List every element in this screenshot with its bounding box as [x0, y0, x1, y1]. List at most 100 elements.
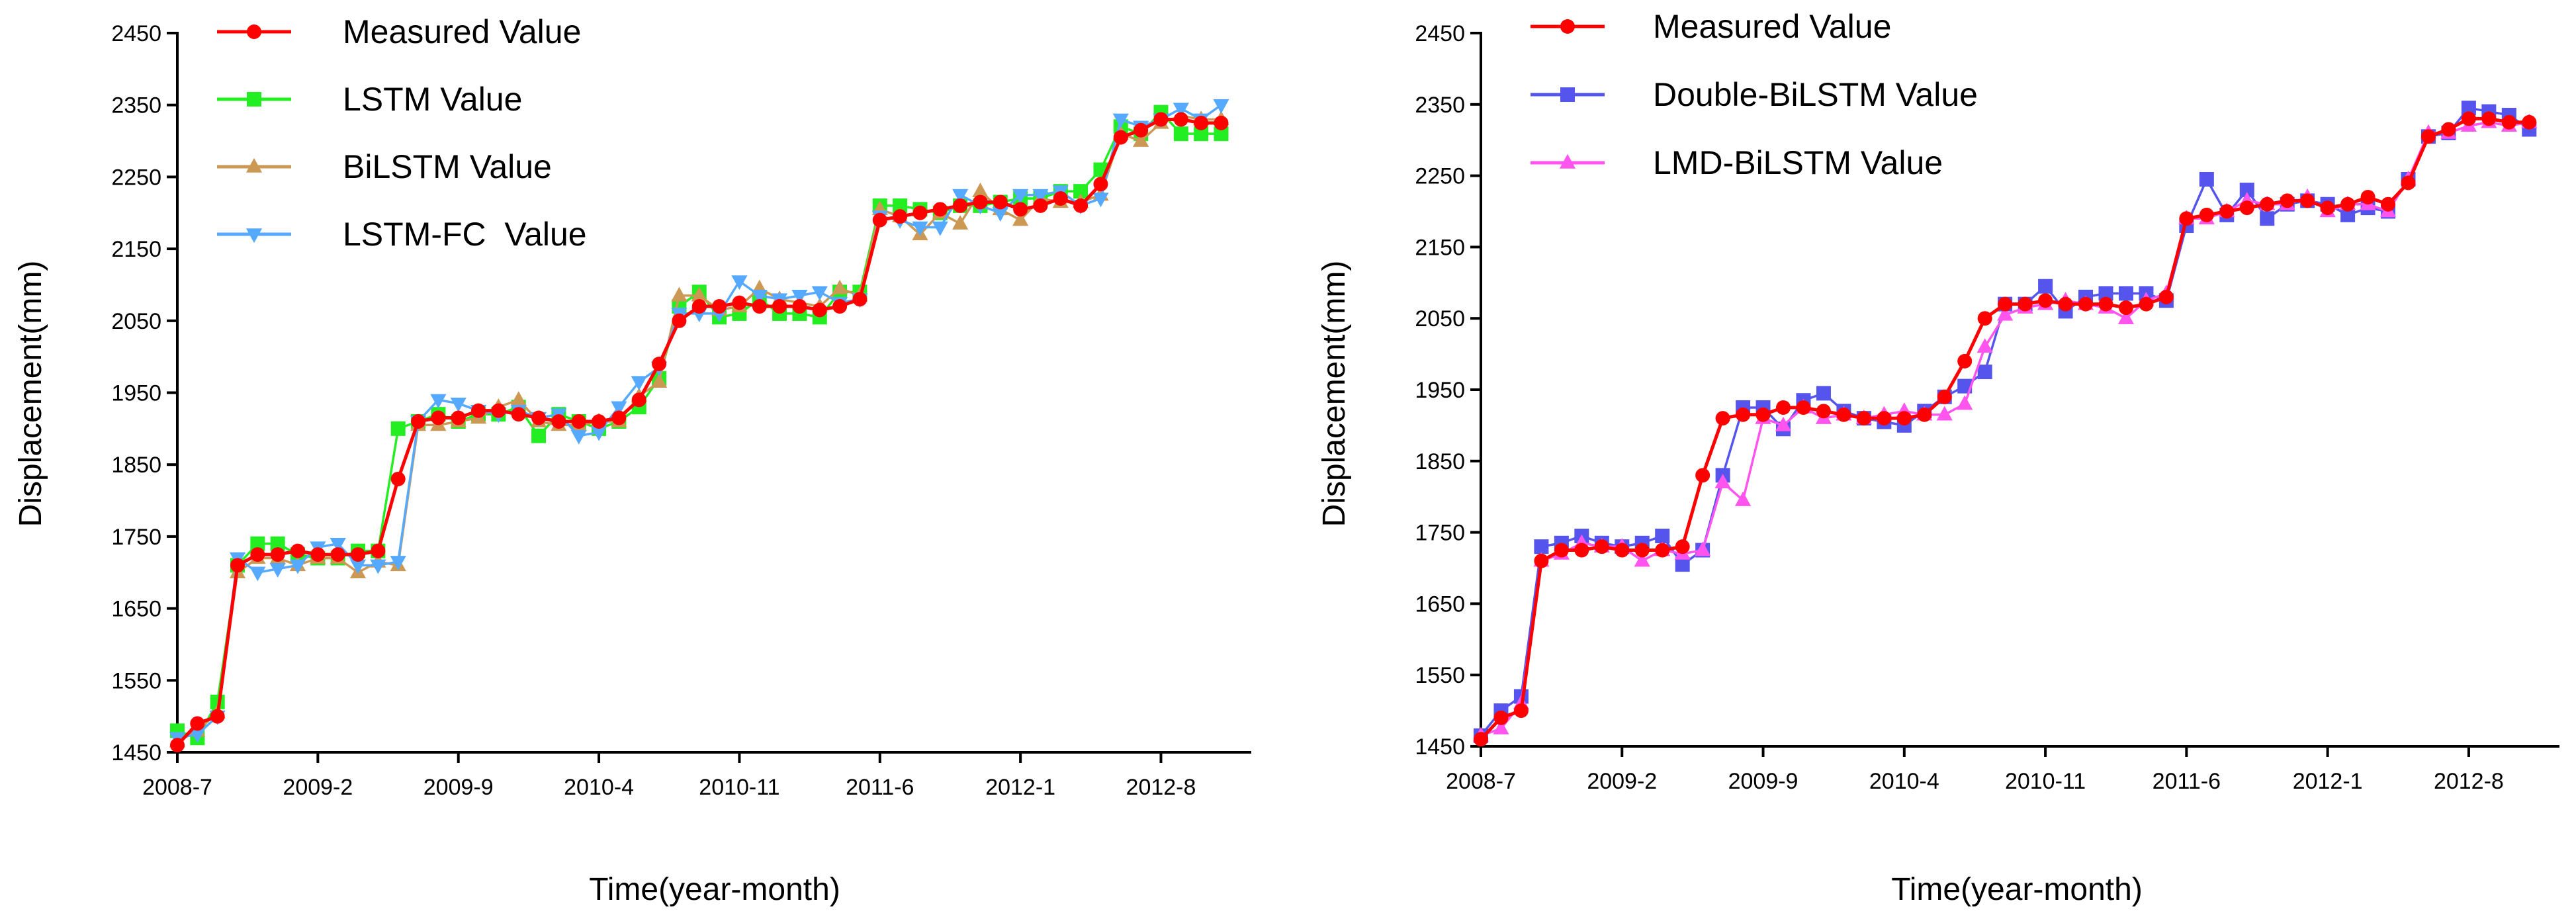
- series-measured-value: [170, 112, 1229, 753]
- data-point: [1033, 198, 1048, 213]
- data-point: [2260, 197, 2275, 212]
- x-tick-label: 2009-2: [283, 775, 353, 800]
- data-point: [430, 394, 447, 409]
- data-point: [832, 279, 848, 294]
- data-point: [570, 429, 587, 445]
- data-point: [1474, 732, 1488, 747]
- data-point: [230, 558, 245, 573]
- x-tick-label: 2012-8: [1126, 775, 1196, 800]
- data-point: [2158, 289, 2174, 304]
- data-point: [1513, 703, 1529, 719]
- data-point: [2461, 101, 2476, 116]
- legend-item: Measured Value: [1531, 8, 1891, 45]
- data-point: [250, 536, 265, 551]
- data-point: [1112, 113, 1129, 128]
- y-tick-label: 1850: [111, 453, 161, 478]
- data-point: [2058, 296, 2073, 312]
- data-point: [510, 391, 527, 406]
- y-tick-label: 2450: [111, 21, 161, 46]
- data-point: [190, 716, 205, 731]
- data-point: [1776, 400, 1791, 415]
- data-point: [1133, 122, 1149, 138]
- data-point: [2078, 296, 2094, 312]
- data-point: [2038, 293, 2053, 308]
- data-point: [270, 547, 285, 562]
- y-tick-label: 2050: [1415, 306, 1465, 331]
- data-point: [491, 403, 506, 418]
- data-point: [1755, 407, 1771, 422]
- data-point: [371, 543, 386, 558]
- data-point: [1675, 557, 1690, 572]
- data-point: [310, 547, 326, 562]
- x-tick-label: 2009-9: [1728, 769, 1799, 794]
- data-point: [611, 401, 627, 416]
- data-point: [1153, 112, 1169, 127]
- data-point: [2098, 296, 2113, 312]
- data-point: [189, 728, 206, 744]
- x-tick-label: 2011-6: [846, 775, 914, 800]
- series-line: [177, 114, 1221, 743]
- data-point: [2117, 310, 2135, 324]
- data-point: [2139, 296, 2154, 312]
- data-point: [411, 414, 426, 429]
- data-point: [390, 471, 406, 486]
- data-point: [1173, 126, 1188, 142]
- data-point: [893, 198, 908, 213]
- data-point: [1957, 395, 1973, 410]
- legend-item: LSTM-FC Value: [217, 216, 587, 253]
- data-point: [1997, 306, 2014, 321]
- data-point: [1917, 407, 1932, 422]
- data-point: [2360, 189, 2376, 204]
- data-point: [531, 428, 547, 443]
- data-point: [973, 195, 988, 210]
- x-tick-label: 2010-4: [564, 775, 634, 800]
- legend-label: LSTM-FC Value: [343, 216, 587, 253]
- data-point: [1615, 543, 1630, 558]
- y-tick-label: 1550: [1415, 663, 1465, 688]
- data-point: [1836, 407, 1851, 422]
- data-point: [852, 292, 867, 307]
- data-point: [953, 198, 968, 213]
- data-point: [511, 407, 526, 422]
- chart-left: 1450 1550 1650 1750 1850 1950 2050 2150 2250 2350…: [13, 13, 1251, 907]
- data-point: [330, 547, 345, 562]
- data-point: [1214, 115, 1229, 130]
- data-point: [270, 536, 285, 551]
- y-tick-label: 1650: [111, 597, 161, 622]
- y-tick-label: 2450: [1415, 21, 1465, 46]
- data-point: [592, 414, 607, 429]
- data-point: [811, 286, 828, 301]
- data-point: [751, 289, 768, 304]
- data-point: [390, 556, 406, 571]
- data-point: [2018, 296, 2033, 312]
- data-point: [1133, 132, 1149, 147]
- legend-marker: [245, 228, 263, 243]
- data-point: [671, 286, 688, 302]
- data-point: [1534, 539, 1549, 554]
- x-tick-label: 2011-6: [2153, 769, 2221, 794]
- y-tick-label: 2150: [111, 237, 161, 262]
- data-point: [1634, 552, 1650, 567]
- y-tick-label: 2250: [111, 165, 161, 190]
- data-point: [2401, 175, 2416, 191]
- data-point: [1173, 112, 1188, 127]
- data-point: [249, 566, 266, 582]
- x-tick-label: 2010-11: [699, 775, 779, 800]
- data-point: [370, 559, 386, 574]
- data-point: [2421, 129, 2436, 144]
- data-point: [1012, 211, 1029, 226]
- y-tick-label: 2150: [1415, 235, 1465, 260]
- data-point: [571, 414, 586, 429]
- data-point: [631, 376, 647, 391]
- data-point: [1574, 543, 1589, 558]
- data-point: [2118, 300, 2133, 316]
- data-point: [1957, 378, 1973, 394]
- data-point: [972, 182, 989, 197]
- legend-item: LSTM Value: [217, 81, 522, 118]
- legend-item: LMD-BiLSTM Value: [1531, 144, 1943, 181]
- y-tick-label: 1550: [111, 668, 161, 693]
- data-point: [912, 221, 928, 236]
- data-point: [1736, 407, 1751, 422]
- series-measured-value: [1474, 111, 2537, 747]
- data-point: [2461, 111, 2476, 126]
